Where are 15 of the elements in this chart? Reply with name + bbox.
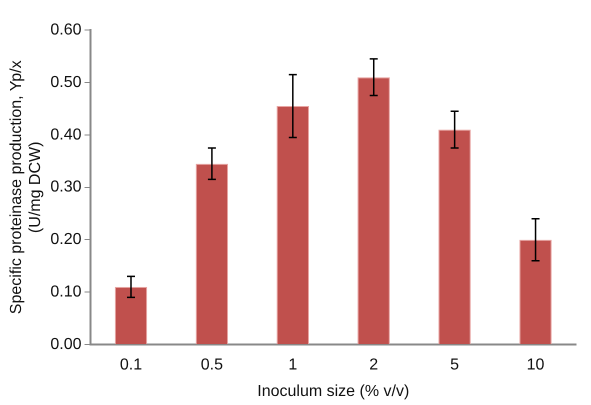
y-tick-label: 0.30 [50, 178, 82, 196]
y-tick-label: 0.60 [50, 21, 82, 38]
x-tick-label: 1 [288, 356, 298, 374]
x-tick-label: 0.1 [120, 356, 142, 374]
x-tick-label: 2 [369, 356, 378, 374]
y-tick-label: 0.50 [50, 74, 82, 91]
x-tick-label: 0.5 [200, 356, 224, 374]
x-tick-label: 5 [450, 356, 460, 374]
x-axis-title: Inoculum size (% v/v) [257, 382, 410, 400]
x-tick-label: 10 [526, 356, 545, 374]
y-tick-label: 0.10 [50, 284, 82, 301]
y-tick-label: 0.40 [50, 126, 82, 144]
y-tick-label: 0.00 [50, 336, 82, 354]
y-axis-title: Specific proteinase production, Yp/x (U/mg DCW) [8, 60, 44, 314]
y-tick-label: 0.20 [50, 231, 82, 248]
